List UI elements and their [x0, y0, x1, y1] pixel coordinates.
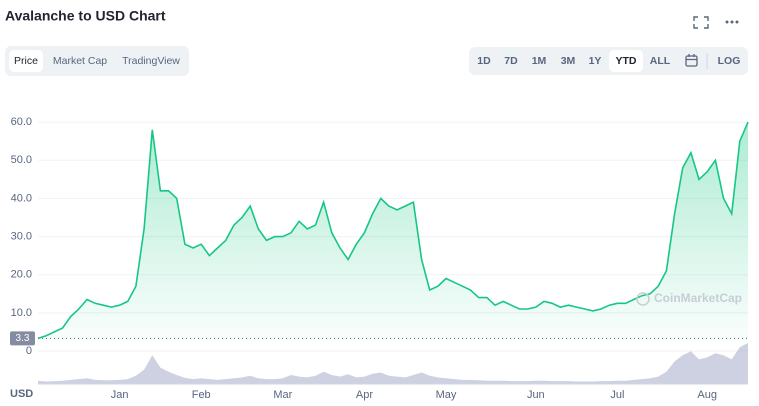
- x-tick-label: Aug: [697, 389, 717, 401]
- tab[interactable]: TradingView: [122, 55, 180, 67]
- y-tick-label: 60.0: [11, 116, 32, 128]
- currency-label: USD: [10, 388, 33, 400]
- volume-area: [38, 343, 748, 384]
- watermark-logo: [636, 292, 650, 306]
- y-tick-label: 20.0: [11, 269, 32, 281]
- watermark: CoinMarketCap: [654, 291, 742, 305]
- range-group: [469, 47, 748, 75]
- more-icon[interactable]: [725, 20, 739, 24]
- tab-group: [5, 46, 189, 76]
- range-button[interactable]: ALL: [650, 55, 671, 67]
- range-button[interactable]: 1Y: [589, 55, 602, 67]
- x-tick-label: Mar: [273, 389, 292, 401]
- x-tick-label: Jul: [610, 389, 624, 401]
- start-price-label: 3.3: [16, 333, 30, 344]
- log-button[interactable]: LOG: [718, 55, 741, 67]
- fullscreen-icon[interactable]: [693, 16, 709, 29]
- price-area: [38, 122, 748, 343]
- tab[interactable]: Price: [14, 55, 38, 67]
- x-tick-label: Jan: [111, 389, 129, 401]
- calendar-icon[interactable]: [685, 54, 698, 67]
- y-tick-label: 0: [26, 345, 32, 357]
- start-price-badge: [10, 331, 35, 346]
- x-tick-label: Apr: [356, 389, 373, 401]
- price-line: [37, 121, 749, 340]
- range-button[interactable]: 1D: [477, 55, 491, 67]
- range-button[interactable]: 7D: [504, 55, 518, 67]
- x-tick-label: Feb: [192, 389, 211, 401]
- range-selected: [609, 50, 643, 72]
- tab-selected: [9, 50, 43, 72]
- range-button[interactable]: 3M: [561, 55, 576, 67]
- range-button[interactable]: 1M: [532, 55, 547, 67]
- y-tick-label: 30.0: [11, 230, 32, 242]
- x-tick-label: Jun: [527, 389, 545, 401]
- y-tick-label: 50.0: [11, 154, 32, 166]
- y-tick-label: 10.0: [11, 307, 32, 319]
- y-tick-label: 40.0: [11, 192, 32, 204]
- plot: 0 10.0 20.0 30.0 40.0 50.0 60.0 CoinMarketCap 3.…: [10, 116, 749, 401]
- tab[interactable]: Market Cap: [53, 55, 107, 67]
- x-tick-label: May: [436, 389, 457, 401]
- chart-title: Avalanche to USD Chart: [5, 8, 166, 24]
- range-button[interactable]: YTD: [616, 55, 637, 67]
